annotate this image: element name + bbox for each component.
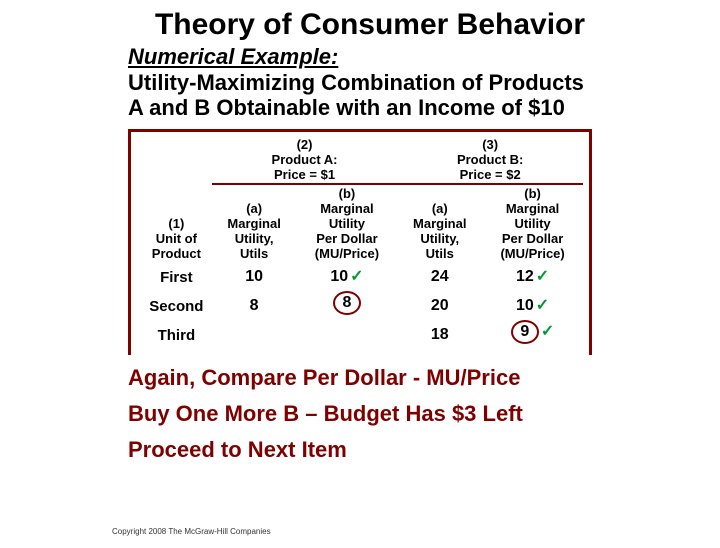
unit-label: First [141, 262, 212, 287]
sub-a-hdr-A: (a) Marginal Utility, Utils [214, 201, 295, 261]
unit-label: Third [141, 316, 212, 345]
check-icon: ✓ [541, 323, 554, 340]
b-mu: 20 [397, 287, 482, 316]
b-mu: 18 [397, 316, 482, 345]
desc-line2: A and B Obtainable with an Income of $10 [128, 95, 720, 120]
group3-hdr: (3) Product B: Price = $2 [399, 137, 581, 182]
check-icon: ✓ [536, 297, 549, 314]
group2-hdr: (2) Product A: Price = $1 [214, 137, 396, 182]
b-mu-price: 9✓ [482, 316, 583, 345]
a-mu-price: 8 [297, 287, 398, 316]
col1-hdr: (1) Unit of Product [143, 216, 210, 261]
conclusion-line1: Again, Compare Per Dollar - MU/Price [128, 365, 720, 391]
sub-a-hdr-B: (a) Marginal Utility, Utils [399, 201, 480, 261]
conclusion-line2: Buy One More B – Budget Has $3 Left [128, 401, 720, 427]
slide-subtitle: Numerical Example: [128, 44, 720, 70]
slide-title: Theory of Consumer Behavior [0, 8, 720, 42]
a-mu-price: 10✓ [297, 262, 398, 287]
table-row: First1010✓2412✓ [141, 262, 583, 287]
utility-table-frame: (1) Unit of Product (2) Product A: Price… [128, 129, 592, 355]
b-mu: 24 [397, 262, 482, 287]
a-mu: 8 [212, 287, 297, 316]
sub-b-hdr-A: (b) Marginal Utility Per Dollar (MU/Pric… [299, 186, 396, 261]
table-row: Third 189✓ [141, 316, 583, 345]
unit-label: Second [141, 287, 212, 316]
check-icon: ✓ [536, 268, 549, 285]
check-icon: ✓ [350, 268, 363, 285]
a-mu-price [297, 316, 398, 345]
a-mu [212, 316, 297, 345]
desc-line1: Utility-Maximizing Combination of Produc… [128, 70, 720, 95]
conclusion-line3: Proceed to Next Item [128, 437, 720, 463]
utility-table: (1) Unit of Product (2) Product A: Price… [141, 136, 583, 345]
b-mu-price: 10✓ [482, 287, 583, 316]
copyright-text: Copyright 2008 The McGraw-Hill Companies [112, 527, 271, 536]
b-mu-price: 12✓ [482, 262, 583, 287]
table-row: Second882010✓ [141, 287, 583, 316]
sub-b-hdr-B: (b) Marginal Utility Per Dollar (MU/Pric… [484, 186, 581, 261]
a-mu: 10 [212, 262, 297, 287]
